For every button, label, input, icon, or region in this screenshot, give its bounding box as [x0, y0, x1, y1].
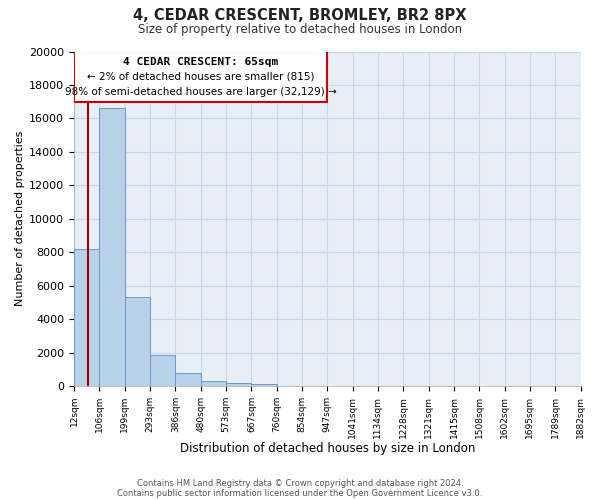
Bar: [74, 249, 100, 386]
Bar: [150, 355, 175, 386]
Bar: [125, 298, 150, 386]
Y-axis label: Number of detached properties: Number of detached properties: [15, 131, 25, 306]
Text: 4, CEDAR CRESCENT, BROMLEY, BR2 8PX: 4, CEDAR CRESCENT, BROMLEY, BR2 8PX: [133, 8, 467, 22]
Text: ← 2% of detached houses are smaller (815): ← 2% of detached houses are smaller (815…: [87, 72, 314, 82]
Text: Size of property relative to detached houses in London: Size of property relative to detached ho…: [138, 22, 462, 36]
Bar: [74, 52, 327, 102]
Text: 4 CEDAR CRESCENT: 65sqm: 4 CEDAR CRESCENT: 65sqm: [123, 58, 278, 68]
Text: 98% of semi-detached houses are larger (32,129) →: 98% of semi-detached houses are larger (…: [65, 88, 337, 98]
Bar: [100, 108, 125, 386]
Bar: [251, 384, 277, 386]
Text: Contains HM Land Registry data © Crown copyright and database right 2024.: Contains HM Land Registry data © Crown c…: [137, 478, 463, 488]
Bar: [175, 374, 201, 386]
Bar: [226, 383, 251, 386]
Text: Contains public sector information licensed under the Open Government Licence v3: Contains public sector information licen…: [118, 488, 482, 498]
X-axis label: Distribution of detached houses by size in London: Distribution of detached houses by size …: [179, 442, 475, 455]
Bar: [201, 381, 226, 386]
